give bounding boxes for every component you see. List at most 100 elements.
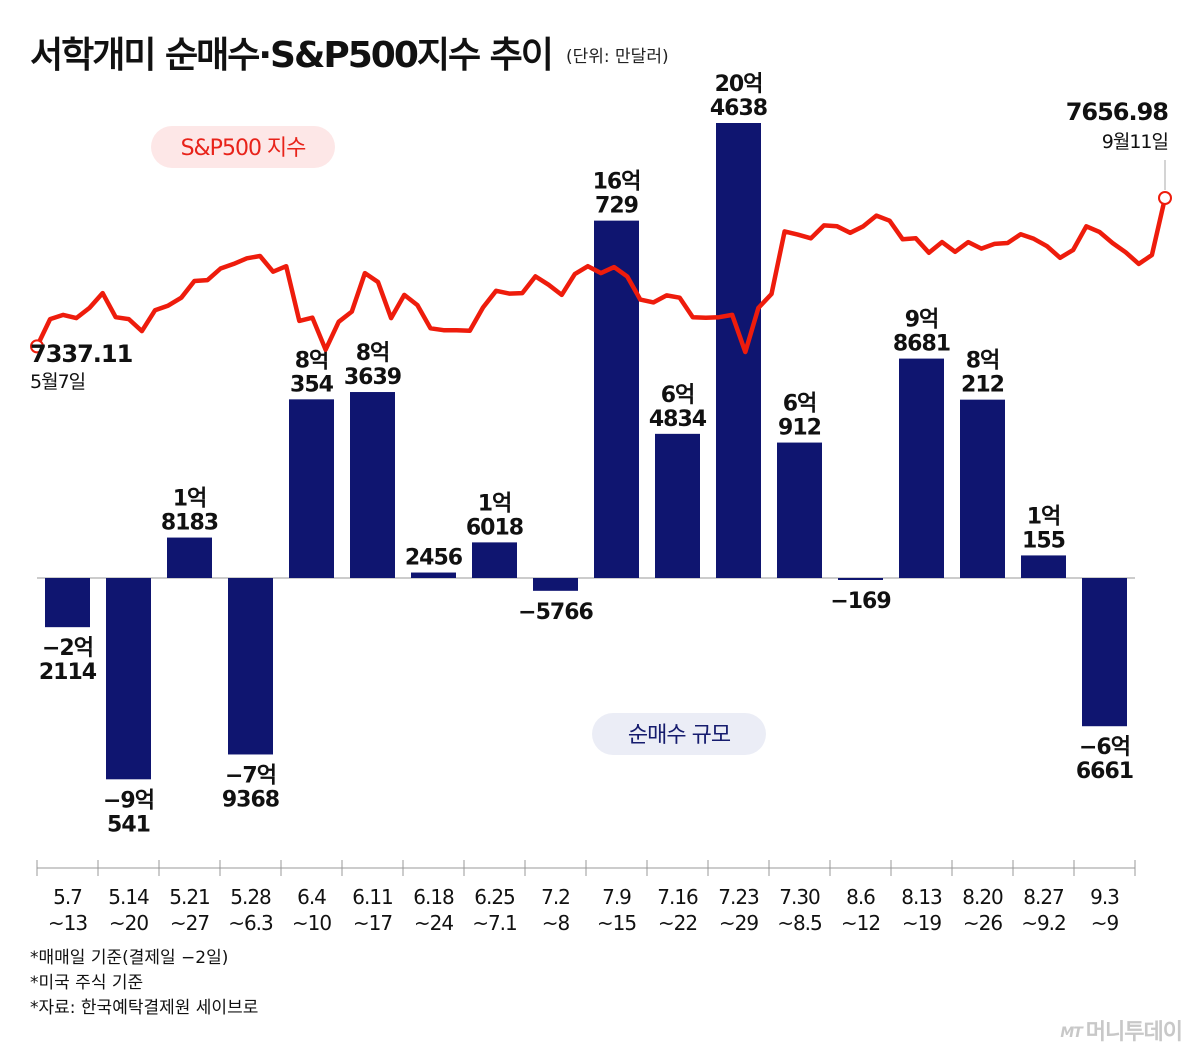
bar-value-label: 4834	[649, 407, 707, 432]
bar	[472, 542, 517, 578]
bar	[106, 578, 151, 780]
x-tick-label: ~12	[841, 911, 880, 935]
x-tick-label: ~9	[1091, 911, 1119, 935]
x-tick-label: ~19	[902, 911, 941, 935]
x-tick-label: ~26	[963, 911, 1002, 935]
bar	[289, 399, 334, 578]
bar	[350, 392, 395, 578]
bar	[167, 537, 212, 578]
x-tick-label: ~13	[48, 911, 87, 935]
bar	[1021, 555, 1066, 578]
bar-value-label: 2114	[39, 660, 97, 685]
bar-value-label: 155	[1022, 528, 1065, 553]
x-tick-label: 8.27	[1023, 885, 1064, 909]
x-tick-label: 7.9	[602, 885, 631, 909]
bar-value-label: −6억	[1079, 735, 1130, 760]
x-tick-label: 9.3	[1090, 885, 1119, 909]
bar-value-label: 6억	[661, 383, 695, 408]
bar-value-label: 1억	[1027, 504, 1061, 529]
bar-value-label: 541	[107, 812, 150, 837]
x-tick-label: 6.18	[413, 885, 454, 909]
bar	[45, 578, 90, 628]
bar	[533, 578, 578, 591]
bar-value-label: 912	[778, 416, 821, 441]
bar-value-label: 6억	[783, 392, 817, 417]
bar-value-label: 1억	[478, 491, 512, 516]
bar-value-label: 6661	[1076, 759, 1133, 784]
bar-value-label: −7억	[225, 763, 276, 788]
bar	[960, 399, 1005, 578]
sp500-start-date: 5월7일	[30, 371, 85, 393]
bar-value-label: 8억	[356, 341, 390, 366]
x-tick-label: 7.23	[718, 885, 759, 909]
x-tick-label: ~29	[719, 911, 758, 935]
net-buy-legend-pill	[592, 713, 766, 755]
bar	[777, 442, 822, 578]
x-tick-label: 5.7	[53, 885, 82, 909]
sp500-end-value: 7656.98	[1066, 98, 1169, 126]
publisher-credit: MT 머니투데이	[1060, 1014, 1183, 1046]
bar-value-label: 8억	[966, 349, 1000, 374]
bar-value-label: 2456	[405, 546, 463, 571]
bar-value-label: 8억	[295, 348, 329, 373]
x-tick-label: 5.28	[230, 885, 271, 909]
x-tick-label: 7.16	[657, 885, 698, 909]
x-tick-label: ~7.1	[472, 911, 517, 935]
bar-value-label: 354	[290, 372, 334, 397]
x-tick-label: ~20	[109, 911, 148, 935]
bar-value-label: 6018	[466, 515, 523, 540]
bar-value-label: 16억	[593, 170, 641, 195]
bar-value-label: −169	[830, 589, 890, 614]
bar-value-label: −9억	[103, 788, 154, 813]
sp500-start-marker	[30, 339, 44, 354]
bar-value-label: −2억	[42, 636, 93, 661]
sp500-end-date: 9월11일	[1102, 131, 1168, 153]
net-buy-legend-label: 순매수 규모	[628, 723, 731, 748]
unit-label: (단위: 만달러)	[566, 47, 669, 67]
x-tick-label: 6.11	[352, 885, 393, 909]
publisher-name: 머니투데이	[1085, 1020, 1183, 1045]
x-tick-label: 6.4	[297, 885, 326, 909]
bar-value-label: 8183	[161, 511, 218, 536]
sp500-start-value: 7337.11	[30, 340, 133, 368]
x-tick-label: ~24	[414, 911, 453, 935]
publisher-mark: MT	[1060, 1025, 1083, 1041]
sp500-legend-label: S&P500 지수	[181, 136, 307, 161]
bar	[655, 433, 700, 578]
bar	[228, 578, 273, 755]
footnotes: *매매일 기준(결제일 −2일) *미국 주식 기준 *자료: 한국예탁결제원 …	[30, 946, 258, 1021]
x-tick-label: ~8	[542, 911, 570, 935]
footnote: *매매일 기준(결제일 −2일)	[30, 948, 229, 968]
bar-value-label: 20억	[715, 72, 763, 97]
bar-value-label: 4638	[710, 96, 767, 121]
bar	[716, 123, 761, 578]
bar	[838, 578, 883, 580]
page-title: 서학개미 순매수·S&P500지수 추이	[30, 35, 554, 76]
x-tick-label: ~15	[597, 911, 636, 935]
x-tick-label: 5.14	[108, 885, 149, 909]
bar-value-label: 729	[595, 194, 638, 219]
x-tick-label: 8.13	[901, 885, 942, 909]
footnote: *미국 주식 기준	[30, 973, 144, 993]
bar-value-label: −5766	[518, 600, 593, 625]
x-tick-label: 7.2	[541, 885, 570, 909]
x-tick-label: 7.30	[779, 885, 820, 909]
bar-value-label: 9억	[905, 308, 939, 333]
x-tick-label: ~17	[353, 911, 392, 935]
sp500-legend-pill	[151, 126, 335, 168]
bar	[1082, 578, 1127, 727]
sp500-line	[34, 195, 1168, 355]
sp500-end-marker	[1158, 191, 1172, 205]
x-tick-label: ~9.2	[1021, 911, 1066, 935]
bar-value-label: 3639	[344, 365, 401, 390]
x-tick-label: 5.21	[169, 885, 210, 909]
x-tick-label: 6.25	[474, 885, 515, 909]
x-tick-label: ~22	[658, 911, 697, 935]
bar-value-label: 212	[961, 373, 1004, 398]
x-tick-label: ~27	[170, 911, 209, 935]
bar-value-label: 1억	[173, 487, 207, 512]
bar-value-label: 8681	[893, 332, 950, 357]
bar	[899, 358, 944, 578]
bar	[411, 572, 456, 578]
bar-value-label: 9368	[222, 787, 279, 812]
